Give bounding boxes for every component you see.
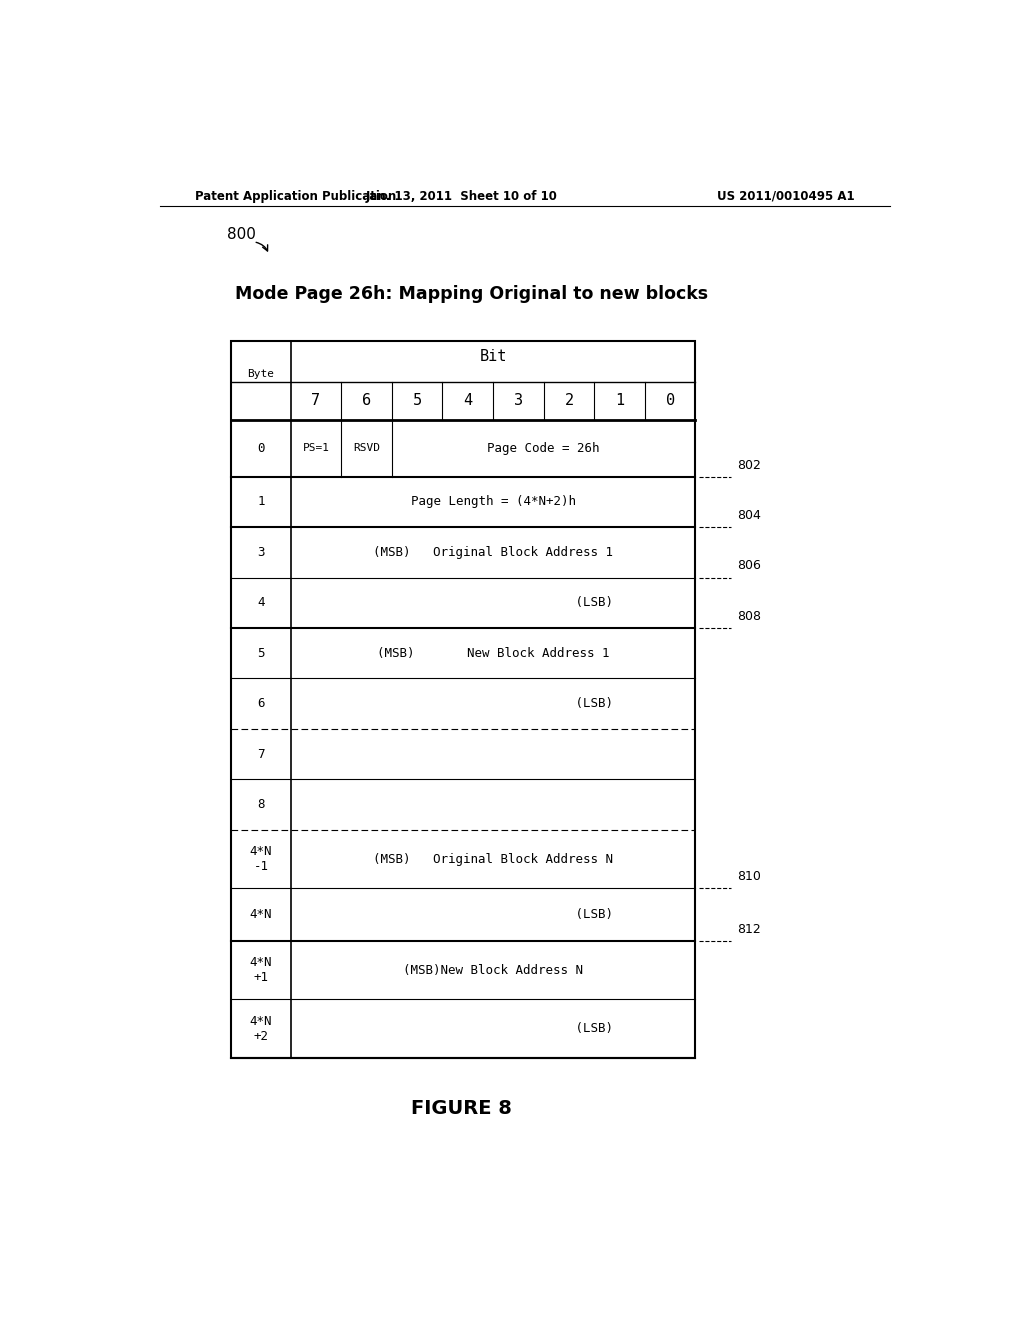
Bar xyxy=(231,342,695,1057)
Text: RSVD: RSVD xyxy=(353,444,380,453)
Text: 3: 3 xyxy=(257,545,264,558)
Text: (LSB): (LSB) xyxy=(373,1022,613,1035)
Text: 802: 802 xyxy=(736,458,761,471)
Text: (MSB)   Original Block Address N: (MSB) Original Block Address N xyxy=(373,853,613,866)
Text: 2: 2 xyxy=(564,393,573,408)
Text: Page Length = (4*N+2)h: Page Length = (4*N+2)h xyxy=(411,495,575,508)
Text: 4: 4 xyxy=(257,597,264,610)
Text: 1: 1 xyxy=(257,495,264,508)
Text: 1: 1 xyxy=(615,393,624,408)
Text: 810: 810 xyxy=(736,870,761,883)
Text: 804: 804 xyxy=(736,510,761,521)
Text: 5: 5 xyxy=(257,647,264,660)
Text: 7: 7 xyxy=(257,747,264,760)
Text: 4: 4 xyxy=(463,393,472,408)
Text: 4*N
+2: 4*N +2 xyxy=(250,1015,272,1043)
Text: Patent Application Publication: Patent Application Publication xyxy=(196,190,396,202)
Text: Page Code = 26h: Page Code = 26h xyxy=(487,442,600,455)
Text: Jan. 13, 2011  Sheet 10 of 10: Jan. 13, 2011 Sheet 10 of 10 xyxy=(366,190,557,202)
Text: (MSB)   Original Block Address 1: (MSB) Original Block Address 1 xyxy=(373,545,613,558)
Text: 4*N
+1: 4*N +1 xyxy=(250,956,272,985)
Text: 6: 6 xyxy=(257,697,264,710)
Text: 808: 808 xyxy=(736,610,761,623)
Text: US 2011/0010495 A1: US 2011/0010495 A1 xyxy=(717,190,854,202)
Text: (LSB): (LSB) xyxy=(373,597,613,610)
Text: (LSB): (LSB) xyxy=(373,908,613,921)
Text: 0: 0 xyxy=(666,393,675,408)
Text: FIGURE 8: FIGURE 8 xyxy=(411,1100,512,1118)
Text: 6: 6 xyxy=(362,393,371,408)
Text: (MSB)New Block Address N: (MSB)New Block Address N xyxy=(403,964,583,977)
Text: Bit: Bit xyxy=(479,348,507,364)
Text: 800: 800 xyxy=(227,227,256,242)
Text: 4*N: 4*N xyxy=(250,908,272,921)
Text: (LSB): (LSB) xyxy=(373,697,613,710)
Text: 7: 7 xyxy=(311,393,321,408)
Text: 4*N
-1: 4*N -1 xyxy=(250,845,272,873)
Text: 806: 806 xyxy=(736,560,761,573)
Text: 3: 3 xyxy=(514,393,523,408)
Text: 0: 0 xyxy=(257,442,264,455)
Text: PS=1: PS=1 xyxy=(302,444,330,453)
Text: Byte: Byte xyxy=(248,368,274,379)
Text: (MSB)       New Block Address 1: (MSB) New Block Address 1 xyxy=(377,647,609,660)
Text: 5: 5 xyxy=(413,393,422,408)
Text: 8: 8 xyxy=(257,799,264,810)
Text: Mode Page 26h: Mapping Original to new blocks: Mode Page 26h: Mapping Original to new b… xyxy=(236,285,709,304)
Text: 812: 812 xyxy=(736,923,761,936)
